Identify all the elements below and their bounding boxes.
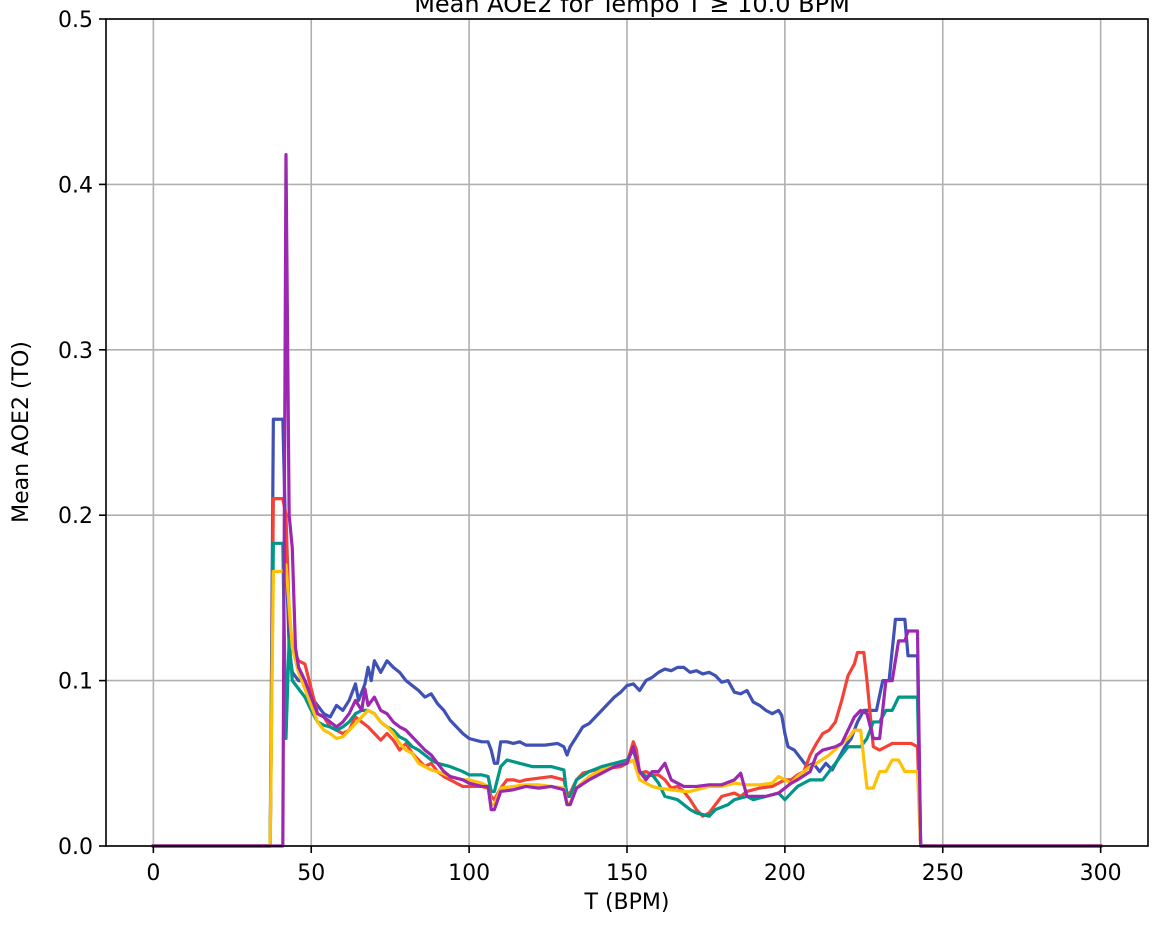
y-tick-label: 0.1 bbox=[58, 670, 93, 695]
y-tick-label: 0.3 bbox=[58, 339, 93, 364]
x-tick-label: 150 bbox=[606, 861, 648, 886]
x-tick-label: 250 bbox=[922, 861, 964, 886]
x-tick-label: 100 bbox=[448, 861, 490, 886]
series-line-5 bbox=[151, 153, 1103, 848]
y-axis-label: Mean AOE2 (TO) bbox=[9, 341, 34, 523]
x-axis-ticks: 0 50 100 150 200 250 300 bbox=[146, 846, 1122, 886]
y-tick-label: 0.2 bbox=[58, 504, 93, 529]
x-tick-label: 300 bbox=[1080, 861, 1122, 886]
x-axis-label: T (BPM) bbox=[584, 890, 670, 915]
x-tick-label: 0 bbox=[146, 861, 160, 886]
y-tick-label: 0.0 bbox=[58, 835, 93, 860]
y-tick-label: 0.5 bbox=[58, 8, 93, 33]
y-tick-label: 0.4 bbox=[58, 173, 93, 198]
x-tick-label: 200 bbox=[764, 861, 806, 886]
chart-title: Mean AOE2 for Tempo T ≥ 10.0 BPM bbox=[414, 0, 850, 18]
x-tick-label: 50 bbox=[297, 861, 325, 886]
series-group bbox=[151, 153, 1103, 848]
series-line-3 bbox=[151, 541, 1103, 848]
y-axis-ticks: 0.0 0.1 0.2 0.3 0.4 0.5 bbox=[58, 8, 106, 860]
